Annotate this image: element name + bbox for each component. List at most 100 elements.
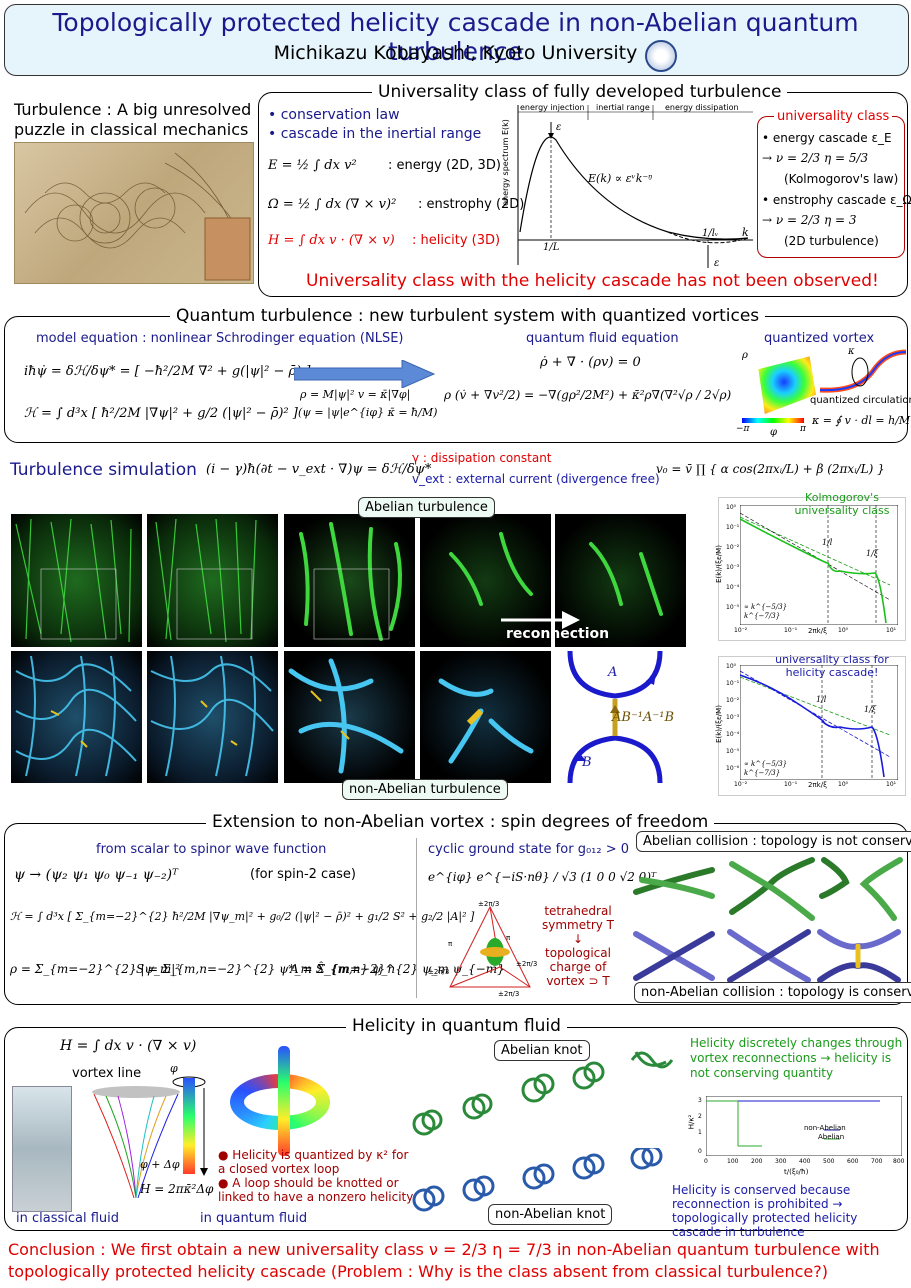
universality-footer: Universality class with the helicity cas…	[306, 271, 879, 291]
tetra-mark-4: ±2π/3	[516, 960, 538, 968]
vortex-ring-axis	[278, 1046, 290, 1156]
quantum-heading: Quantum turbulence : new turbulent syste…	[170, 306, 766, 326]
gamma-note: γ : dissipation constant	[412, 451, 552, 465]
plot1-y-tick-0: 10⁰	[726, 504, 737, 511]
leonardo-turbulence-sketch	[14, 142, 254, 284]
helicity-bullet-2: ● A loop should be knotted or linked to …	[218, 1176, 414, 1204]
plot1-xlabel: 2πk/ξ	[808, 627, 827, 635]
rho-axis-label: ρ	[742, 350, 748, 361]
label-B: B	[582, 755, 592, 770]
extension-divider	[416, 838, 417, 998]
abelian-turbulence-tag: Abelian turbulence	[358, 497, 495, 518]
kappa-label: κ	[848, 346, 855, 357]
blue-helicity-note: Helicity is conserved because reconnecti…	[672, 1183, 858, 1239]
nonabelian-panel-4	[420, 651, 551, 783]
madelung-map-1: ρ = M|ψ|² v = κ̄|∇φ|	[300, 388, 411, 401]
helicity-time-plot	[706, 1096, 902, 1156]
rho-sum: ρ = Σ_{m=−2}^{2} |ψ_m|²	[10, 962, 181, 976]
in-classical-fluid: in classical fluid	[16, 1211, 120, 1226]
reconnection-label: reconnection	[506, 626, 610, 642]
phi-axis-label: φ	[770, 427, 778, 438]
bullet-conservation-law: • conservation law	[268, 107, 400, 123]
helicity-bullet-1: ● Helicity is quantized by κ² for a clos…	[218, 1148, 409, 1176]
nonabelian-vortex-tangle	[15, 655, 534, 777]
energy-spectrum-diagram	[517, 105, 753, 268]
phi-top: φ	[170, 1062, 178, 1075]
vortex-line-label: vortex line	[72, 1066, 142, 1081]
energy-label: : energy (2D, 3D)	[388, 158, 501, 173]
abelian-knot-sequence	[412, 1051, 674, 1136]
nonabelian-knot-sequence	[412, 1148, 663, 1212]
tetra-mark-2: ±2π/3	[428, 968, 450, 976]
universality-class-title: universality class	[774, 109, 893, 124]
tetra-note-line-4: charge of	[549, 960, 607, 974]
energy-equation: E = ½ ∫ dx v²	[268, 158, 357, 173]
bullet-cascade: • cascade in the inertial range	[268, 126, 482, 142]
spectrum-1-over-lv: 1/lᵥ	[702, 228, 719, 239]
plot2-legend-a: ∝ k^{−5/3}	[744, 760, 788, 768]
spinor-case: (for spin-2 case)	[250, 867, 357, 882]
hamiltonian-equation: ℋ = ∫ d³x [ ħ²/2M |∇ψ|² + g/2 (|ψ|² − ρ̄…	[24, 406, 298, 421]
spectrum-eps-bottom: ε	[714, 258, 720, 269]
kolmogorov-plot-curves	[740, 505, 898, 625]
plot1-x-tick-2: 10⁰	[838, 627, 849, 634]
nonabelian-turbulence-tag: non-Abelian turbulence	[342, 779, 508, 800]
plot2-mark-1l: 1/l	[816, 695, 827, 704]
helicity-y-tick-0: 3	[698, 1097, 702, 1104]
helicity-legend-abelian: Abelian	[818, 1133, 845, 1141]
plot2-y-tick-2: 10⁻²	[726, 697, 740, 704]
helicity-heading: Helicity in quantum fluid	[346, 1016, 567, 1036]
poster-author: Michikazu Kobayashi, Kyoto University	[273, 42, 638, 64]
helicity-x-tick-1: 100	[727, 1158, 739, 1165]
enstrophy-label: : enstrophy (2D)	[418, 197, 525, 212]
euler-equation: ρ (v̇ + ∇v²/2) = −∇(gρ²/2M²) + κ̄²ρ∇(∇²√…	[444, 388, 732, 402]
nonabelian-panel-3	[284, 651, 415, 783]
plot2-ylabel: E(k)/(ξε/M)	[714, 705, 723, 743]
spectrum-eps-top: ε	[556, 122, 562, 133]
helicity-x-tick-8: 800	[893, 1158, 905, 1165]
class-line-2: → ν = 2/3 η = 5/3	[762, 151, 869, 165]
plot2-mark-1xi: 1/ξ	[864, 705, 877, 714]
helicity-cascade-plot-curves	[740, 665, 898, 780]
abelian-collision-tag: Abelian collision : topology is not cons…	[636, 831, 911, 852]
phi-plus-delta: φ + Δφ	[140, 1158, 180, 1171]
minus-pi-label: −π	[736, 424, 750, 434]
plot2-x-tick-1: 10⁻¹	[784, 781, 798, 788]
plot1-y-tick-4: 10⁻⁴	[726, 584, 740, 591]
plot2-legend-b: k^{−7/3}	[744, 769, 781, 777]
plot2-y-tick-6: 10⁻⁶	[726, 765, 740, 772]
plot1-y-tick-2: 10⁻²	[726, 544, 740, 551]
model-equation-label: model equation : nonlinear Schrodinger e…	[36, 331, 404, 346]
tetrahedral-symmetry-diagram	[449, 905, 531, 988]
plot2-y-tick-5: 10⁻⁵	[726, 748, 740, 755]
helicity-x-tick-6: 600	[847, 1158, 859, 1165]
vext-note: v_ext : external current (divergence fre…	[412, 472, 660, 486]
abelian-vortex-tangle	[15, 518, 663, 643]
in-quantum-fluid: in quantum fluid	[200, 1211, 308, 1226]
abelian-knot-tag: Abelian knot	[494, 1040, 590, 1061]
plot1-y-tick-5: 10⁻⁵	[726, 604, 740, 611]
helicity-x-tick-7: 700	[871, 1158, 883, 1165]
plot2-x-tick-0: 10⁻²	[734, 781, 748, 788]
plot1-legend-a: ∝ k^{−5/3}	[744, 603, 788, 611]
helicity-cascade-plot	[718, 656, 906, 796]
helicity-x-tick-5: 500	[823, 1158, 835, 1165]
nlse-equation: iħψ̇ = δℋ/δψ* = [ −ħ²/2M ∇² + g(|ψ|² − ρ…	[24, 364, 325, 379]
spectrum-ylabel: energy spectrum E(k)	[500, 119, 510, 206]
class-line-6: (2D turbulence)	[784, 234, 879, 248]
plot2-y-tick-0: 10⁰	[726, 663, 737, 670]
nonabelian-collision-tag: non-Abelian collision : topology is cons…	[634, 982, 911, 1003]
helicity-legend-nonabelian: non-Abelian	[804, 1124, 846, 1132]
helicity-equation: H = ∫ dx v · (∇ × v)	[268, 233, 395, 248]
tetra-note-line-3: topological	[545, 946, 611, 960]
class-line-3: (Kolmogorov's law)	[784, 172, 899, 186]
poster-title: Topologically protected helicity cascade…	[52, 8, 859, 66]
classical-vortex-photo	[12, 1086, 72, 1212]
plot2-y-tick-4: 10⁻⁴	[726, 731, 740, 738]
helicity-plot-xlabel: t/(ξ₀/ħ)	[784, 1168, 809, 1176]
nonabelian-reconnection-diagram	[567, 651, 663, 783]
helicity-x-tick-3: 300	[775, 1158, 787, 1165]
tetrahedral-note: tetrahedral symmetry T ↓ topological cha…	[540, 904, 616, 988]
plot1-y-tick-3: 10⁻³	[726, 564, 740, 571]
phase-colorbar	[742, 418, 804, 423]
